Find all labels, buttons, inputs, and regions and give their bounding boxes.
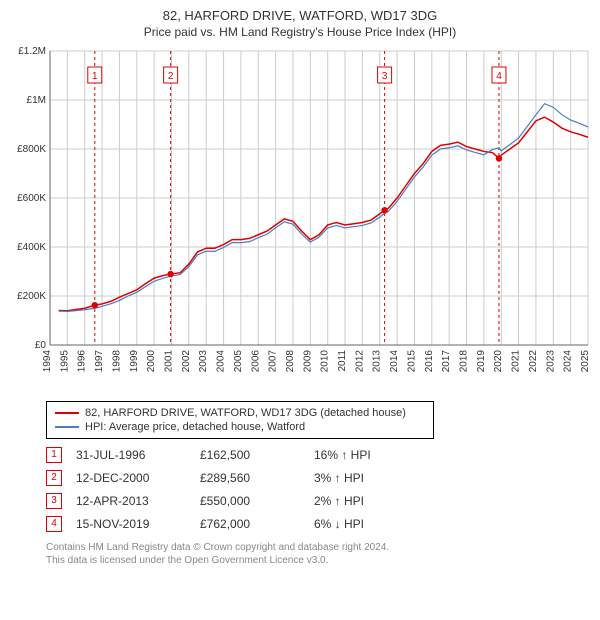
footer-attribution: Contains HM Land Registry data © Crown c… (46, 541, 590, 567)
svg-text:4: 4 (496, 71, 502, 82)
svg-text:1996: 1996 (77, 350, 88, 373)
svg-text:£200K: £200K (17, 291, 46, 302)
svg-text:2007: 2007 (268, 350, 279, 373)
legend-item: 82, HARFORD DRIVE, WATFORD, WD17 3DG (de… (55, 406, 425, 420)
svg-text:2011: 2011 (337, 350, 348, 372)
svg-text:2018: 2018 (459, 350, 470, 373)
svg-text:2009: 2009 (302, 350, 313, 373)
svg-text:£600K: £600K (17, 193, 46, 204)
svg-text:2021: 2021 (511, 350, 522, 373)
svg-text:1994: 1994 (42, 350, 53, 373)
svg-text:2012: 2012 (354, 350, 365, 373)
legend-swatch (55, 426, 79, 428)
table-row: 4 15-NOV-2019£762,0006% ↓ HPI (46, 512, 385, 535)
svg-text:2016: 2016 (424, 350, 435, 373)
svg-text:1995: 1995 (59, 350, 70, 373)
table-row: 1 31-JUL-1996£162,50016% ↑ HPI (46, 443, 385, 466)
svg-text:2013: 2013 (372, 350, 383, 373)
svg-text:2000: 2000 (146, 350, 157, 373)
svg-text:2024: 2024 (563, 350, 574, 373)
svg-text:2025: 2025 (580, 350, 590, 373)
marker-box: 4 (46, 516, 62, 532)
svg-text:£1.2M: £1.2M (18, 46, 46, 57)
tx-diff: 3% ↑ HPI (314, 466, 385, 489)
svg-text:2: 2 (168, 71, 174, 82)
legend-label: 82, HARFORD DRIVE, WATFORD, WD17 3DG (de… (85, 407, 406, 419)
legend-item: HPI: Average price, detached house, Watf… (55, 420, 425, 434)
svg-text:2001: 2001 (163, 350, 174, 373)
tx-price: £162,500 (200, 443, 314, 466)
svg-text:2019: 2019 (476, 350, 487, 373)
svg-text:2010: 2010 (320, 350, 331, 373)
svg-text:2006: 2006 (250, 350, 261, 373)
tx-date: 12-DEC-2000 (76, 466, 200, 489)
svg-text:2015: 2015 (406, 350, 417, 373)
marker-box: 1 (46, 447, 62, 463)
svg-text:2003: 2003 (198, 350, 209, 373)
tx-diff: 16% ↑ HPI (314, 443, 385, 466)
tx-date: 31-JUL-1996 (76, 443, 200, 466)
tx-price: £550,000 (200, 489, 314, 512)
footer-line-1: Contains HM Land Registry data © Crown c… (46, 541, 590, 554)
svg-text:2017: 2017 (441, 350, 452, 373)
svg-text:1997: 1997 (94, 350, 105, 373)
svg-text:1: 1 (92, 71, 98, 82)
price-chart: £0 £200K £400K £600K £800K £1M £1.2M 1994 1995 19… (10, 45, 590, 395)
table-row: 3 12-APR-2013£550,0002% ↑ HPI (46, 489, 385, 512)
svg-text:£0: £0 (35, 340, 47, 351)
table-row: 2 12-DEC-2000£289,5603% ↑ HPI (46, 466, 385, 489)
svg-text:2008: 2008 (285, 350, 296, 373)
svg-text:£400K: £400K (17, 242, 46, 253)
svg-text:2014: 2014 (389, 350, 400, 373)
svg-text:1998: 1998 (111, 350, 122, 373)
svg-text:£1M: £1M (27, 95, 46, 106)
svg-text:2022: 2022 (528, 350, 539, 373)
svg-text:£800K: £800K (17, 144, 46, 155)
page-title: 82, HARFORD DRIVE, WATFORD, WD17 3DG (10, 8, 590, 23)
legend-label: HPI: Average price, detached house, Watf… (85, 421, 305, 433)
tx-price: £762,000 (200, 512, 314, 535)
marker-box: 2 (46, 470, 62, 486)
svg-text:2020: 2020 (493, 350, 504, 373)
footer-line-2: This data is licensed under the Open Gov… (46, 554, 590, 567)
svg-text:2002: 2002 (181, 350, 192, 373)
legend: 82, HARFORD DRIVE, WATFORD, WD17 3DG (de… (46, 401, 434, 439)
tx-date: 15-NOV-2019 (76, 512, 200, 535)
svg-text:1999: 1999 (129, 350, 140, 373)
svg-text:3: 3 (382, 71, 388, 82)
transactions-table: 1 31-JUL-1996£162,50016% ↑ HPI 2 12-DEC-200… (46, 443, 385, 535)
legend-swatch (55, 412, 79, 414)
svg-text:2005: 2005 (233, 350, 244, 373)
svg-text:2004: 2004 (216, 350, 227, 373)
svg-text:2023: 2023 (545, 350, 556, 373)
page-subtitle: Price paid vs. HM Land Registry's House … (10, 25, 590, 39)
tx-diff: 6% ↓ HPI (314, 512, 385, 535)
tx-diff: 2% ↑ HPI (314, 489, 385, 512)
tx-date: 12-APR-2013 (76, 489, 200, 512)
marker-box: 3 (46, 493, 62, 509)
tx-price: £289,560 (200, 466, 314, 489)
